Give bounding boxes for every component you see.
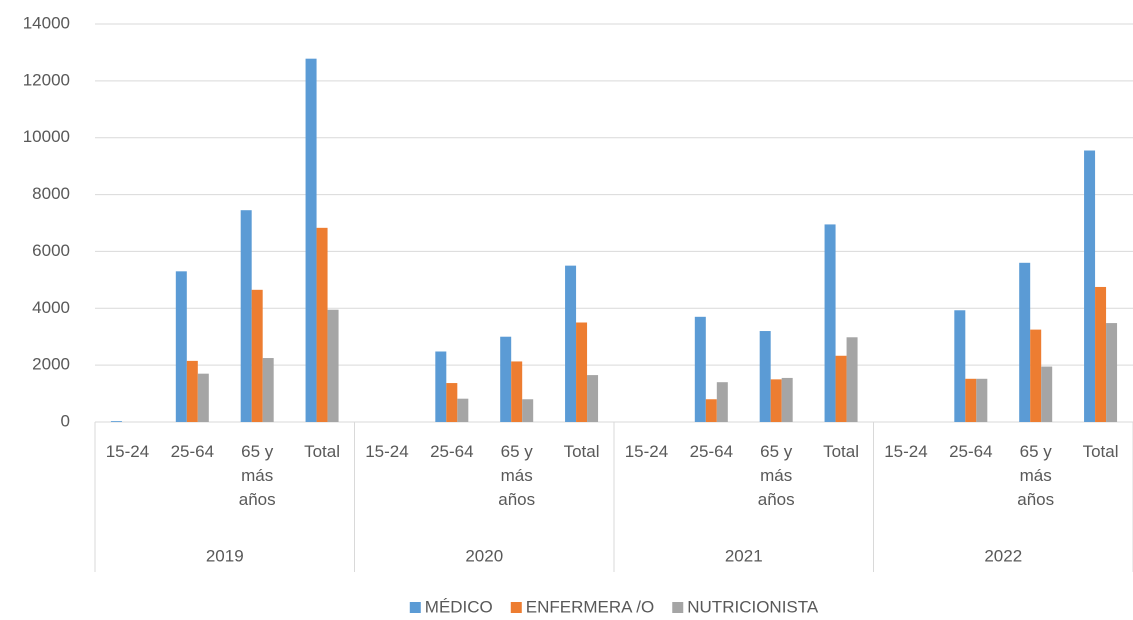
x-tick-label: 65 y más años (757, 442, 795, 509)
legend-label: ENFERMERA /O (526, 597, 654, 616)
bar (1041, 366, 1053, 422)
bar (976, 378, 988, 422)
x-tick-label: 65 y más años (1017, 442, 1055, 509)
bar (511, 361, 523, 422)
bar (1095, 286, 1107, 422)
bar (705, 399, 717, 422)
bar (446, 383, 458, 422)
bar (305, 58, 317, 422)
bar (186, 360, 198, 422)
y-tick-label: 14000 (23, 13, 70, 32)
bar (716, 382, 728, 422)
bar (316, 227, 328, 422)
bar (835, 355, 847, 422)
legend-swatch (409, 602, 421, 613)
bar (824, 224, 836, 422)
bar (565, 265, 577, 422)
y-tick-label: 12000 (23, 70, 70, 89)
group-label: 2020 (465, 546, 503, 565)
bar (846, 337, 858, 422)
bar (1106, 323, 1118, 422)
x-tick-label: 15-24 (365, 442, 409, 461)
x-tick-label: 25-64 (170, 442, 215, 461)
bar (781, 377, 793, 422)
legend-label: MÉDICO (425, 597, 493, 616)
bar (457, 398, 469, 422)
x-tick-label: 25-64 (430, 442, 474, 461)
bar (240, 210, 252, 422)
x-tick-label: Total (304, 442, 341, 461)
group-label: 2021 (725, 546, 763, 565)
bar (694, 316, 706, 422)
legend-swatch (510, 602, 522, 613)
bar (262, 358, 274, 422)
x-tick-label: Total (563, 442, 600, 461)
legend-label: NUTRICIONISTA (687, 597, 819, 616)
group-label: 2019 (206, 546, 244, 565)
group-label: 2022 (984, 546, 1022, 565)
x-tick-label: Total (1082, 442, 1119, 461)
bar (1084, 150, 1096, 422)
y-tick-label: 6000 (32, 241, 70, 260)
x-tick-label: 25-64 (949, 442, 993, 461)
bar (770, 379, 782, 422)
bar (197, 373, 209, 422)
bar (759, 331, 771, 422)
y-tick-label: 10000 (23, 127, 70, 146)
x-tick-label: 15-24 (884, 442, 928, 461)
bar (327, 309, 339, 422)
bar (522, 399, 534, 422)
bar (954, 310, 966, 422)
y-tick-label: 8000 (32, 184, 70, 203)
x-tick-label: 25-64 (689, 442, 734, 461)
bar (110, 421, 122, 422)
bar (435, 351, 447, 422)
bar (1019, 262, 1031, 422)
x-tick-label: 15-24 (624, 442, 669, 461)
legend-swatch (672, 602, 684, 613)
x-tick-label: 65 y más años (498, 442, 536, 509)
y-tick-label: 4000 (32, 298, 70, 317)
bar (175, 271, 187, 422)
bar (1030, 329, 1042, 422)
y-tick-label: 0 (61, 411, 70, 430)
bar (251, 289, 263, 422)
x-tick-label: 65 y más años (238, 442, 276, 509)
bar (500, 336, 512, 422)
x-tick-label: Total (823, 442, 860, 461)
y-tick-label: 2000 (32, 355, 70, 374)
bar (576, 322, 588, 422)
bar (587, 375, 599, 422)
x-tick-label: 15-24 (105, 442, 150, 461)
bar (965, 378, 977, 422)
